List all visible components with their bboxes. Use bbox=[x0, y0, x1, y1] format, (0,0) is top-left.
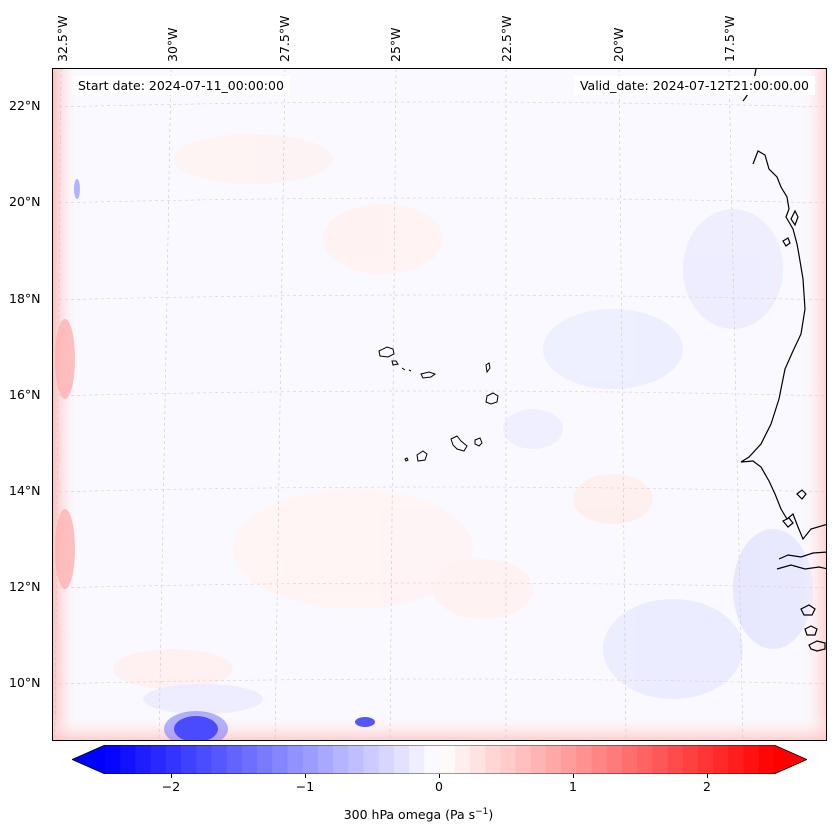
colorbar-cell bbox=[424, 745, 440, 774]
colorbar-cell bbox=[637, 745, 653, 774]
colorbar-tick-1: 1 bbox=[569, 779, 577, 794]
lon-label-22-5w: 22.5°W bbox=[499, 15, 514, 62]
colorbar bbox=[72, 745, 807, 774]
colorbar-cell bbox=[652, 745, 669, 774]
colorbar-cell bbox=[120, 745, 136, 774]
small-descent-halo-2 bbox=[74, 179, 80, 199]
lon-label-27-5w: 27.5°W bbox=[277, 15, 292, 62]
colorbar-cell bbox=[743, 745, 760, 774]
colorbar-cell bbox=[621, 745, 638, 774]
colorbar-cell bbox=[393, 745, 410, 774]
colorbar-cell bbox=[348, 745, 364, 774]
start-date-label: Start date: 2024-07-11_00:00:00 bbox=[72, 76, 290, 95]
positive-omega-patches bbox=[113, 134, 653, 689]
lat-label-16n: 16°N bbox=[9, 387, 41, 402]
lat-label-22n: 22°N bbox=[9, 98, 41, 113]
colorbar-cell bbox=[530, 745, 547, 774]
omega-field-map bbox=[53, 69, 826, 740]
colorbar-cell bbox=[500, 745, 517, 774]
colorbar-tick-minus1: −1 bbox=[295, 779, 315, 794]
colorbar-cell bbox=[576, 745, 593, 774]
colorbar-tickmark bbox=[439, 774, 440, 778]
strong-descent-halo bbox=[164, 711, 228, 740]
colorbar-cell bbox=[409, 745, 425, 774]
lon-label-25w: 25°W bbox=[388, 27, 403, 62]
colorbar-label: 300 hPa omega (Pa s−1) bbox=[0, 807, 837, 822]
lat-label-18n: 18°N bbox=[9, 291, 41, 306]
lon-label-32-5w: 32.5°W bbox=[55, 15, 70, 62]
colorbar-cell bbox=[287, 745, 304, 774]
colorbar-tickmark bbox=[171, 774, 172, 778]
colorbar-cell bbox=[469, 745, 486, 774]
colorbar-cell bbox=[165, 745, 182, 774]
colorbar-cell bbox=[241, 745, 258, 774]
colorbar-cell bbox=[317, 745, 334, 774]
right-edge-band bbox=[800, 69, 826, 740]
colorbar-cell bbox=[561, 745, 577, 774]
colorbar-label-main: 300 hPa omega (Pa s bbox=[343, 807, 476, 823]
colorbar-extend-min bbox=[72, 745, 105, 774]
colorbar-cell bbox=[135, 745, 152, 774]
colorbar-tick-2: 2 bbox=[703, 779, 711, 794]
lon-gridlines bbox=[54, 69, 744, 740]
lat-label-14n: 14°N bbox=[9, 483, 41, 498]
colorbar-tickmark bbox=[707, 774, 708, 778]
lon-label-30w: 30°W bbox=[165, 27, 180, 62]
colorbar-cell bbox=[150, 745, 167, 774]
lat-label-10n: 10°N bbox=[9, 675, 41, 690]
colorbar-cell bbox=[181, 745, 197, 774]
colorbar-label-exponent: −1 bbox=[475, 807, 489, 817]
cape-verde-islands bbox=[378, 346, 499, 462]
lon-label-20w: 20°W bbox=[611, 27, 626, 62]
colorbar-cell bbox=[485, 745, 501, 774]
colorbar-cell bbox=[211, 745, 228, 774]
colorbar-tickmark bbox=[573, 774, 574, 778]
valid-date-label: Valid_date: 2024-07-12T21:00:00.00 bbox=[573, 76, 815, 95]
colorbar-cell bbox=[515, 745, 532, 774]
colorbar-cell bbox=[226, 745, 243, 774]
colorbar-cell bbox=[378, 745, 395, 774]
colorbar-cell bbox=[454, 745, 471, 774]
small-descent-blob bbox=[355, 717, 375, 727]
colorbar-cell bbox=[302, 745, 319, 774]
colorbar-label-close: ) bbox=[488, 807, 494, 823]
left-edge-band bbox=[53, 69, 79, 740]
colorbar-cell bbox=[606, 745, 623, 774]
colorbar-cell bbox=[272, 745, 288, 774]
colorbar-cell bbox=[333, 745, 349, 774]
lat-label-12n: 12°N bbox=[9, 579, 41, 594]
colorbar-cell bbox=[196, 745, 212, 774]
colorbar-tick-minus2: −2 bbox=[161, 779, 181, 794]
lon-label-17-5w: 17.5°W bbox=[722, 15, 737, 62]
colorbar-cell bbox=[682, 745, 699, 774]
colorbar-tickmark bbox=[305, 774, 306, 778]
colorbar-cell bbox=[758, 745, 775, 774]
colorbar-tick-0: 0 bbox=[435, 779, 443, 794]
left-edge-max-a bbox=[55, 319, 75, 399]
map-panel bbox=[52, 68, 827, 741]
lat-gridlines bbox=[53, 101, 826, 685]
colorbar-cell bbox=[591, 745, 608, 774]
colorbar-cell bbox=[728, 745, 745, 774]
lat-label-20n: 20°N bbox=[9, 194, 41, 209]
colorbar-cell bbox=[363, 745, 380, 774]
colorbar-cell bbox=[257, 745, 273, 774]
colorbar-cell bbox=[667, 745, 684, 774]
colorbar-extend-max bbox=[774, 745, 807, 774]
colorbar-cell bbox=[713, 745, 729, 774]
colorbar-cell bbox=[105, 745, 121, 774]
left-edge-max-b bbox=[55, 509, 75, 589]
colorbar-cell bbox=[439, 745, 456, 774]
colorbar-cell bbox=[545, 745, 562, 774]
colorbar-cell bbox=[697, 745, 714, 774]
